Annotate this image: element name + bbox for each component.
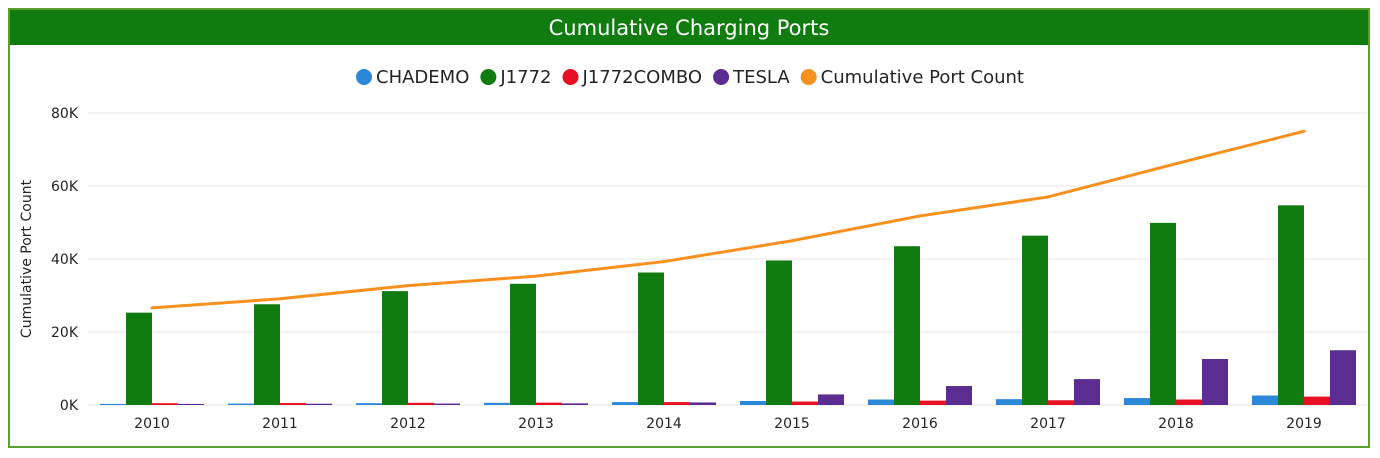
bar-chademo <box>228 403 254 405</box>
x-tick-label: 2012 <box>390 416 426 432</box>
x-tick-label: 2011 <box>262 416 298 432</box>
y-tick-label: 40K <box>51 252 79 268</box>
line-point <box>662 260 666 264</box>
line-point <box>790 239 794 243</box>
legend-marker <box>800 69 817 85</box>
bar-tesla <box>818 394 844 405</box>
legend-item[interactable]: Cumulative Port Count <box>800 67 1024 88</box>
line-point <box>406 284 410 288</box>
bar-chademo <box>740 400 766 405</box>
bar-j1772 <box>1278 205 1304 405</box>
x-tick-label: 2013 <box>518 416 554 432</box>
bar-tesla <box>1202 359 1228 405</box>
x-tick-label: 2017 <box>1030 416 1066 432</box>
bar-j1772combo <box>792 401 818 405</box>
bar-chademo <box>356 403 382 405</box>
bar-j1772combo <box>280 402 306 405</box>
line-point <box>278 297 282 301</box>
y-tick-label: 60K <box>51 179 79 195</box>
line-point <box>150 306 154 310</box>
y-tick-label: 0K <box>60 398 79 414</box>
line-point <box>1174 162 1178 166</box>
legend-marker <box>562 69 579 85</box>
y-tick-label: 20K <box>51 325 79 341</box>
bar-j1772 <box>638 272 664 405</box>
bar-j1772combo <box>152 403 178 405</box>
line-point <box>1302 129 1306 133</box>
bar-j1772 <box>510 283 536 405</box>
bar-tesla <box>434 403 460 405</box>
bar-j1772combo <box>664 402 690 405</box>
bar-j1772 <box>382 291 408 405</box>
legend-item[interactable]: J1772COMBO <box>562 67 703 88</box>
bar-tesla <box>178 403 204 405</box>
chart-title: Cumulative Charging Ports <box>548 15 830 40</box>
bar-j1772 <box>1150 222 1176 405</box>
bar-j1772 <box>254 304 280 405</box>
bar-j1772combo <box>920 400 946 405</box>
bar-tesla <box>306 403 332 405</box>
bar-j1772 <box>1022 235 1048 405</box>
series-line-cumulative-port-count <box>151 129 1305 310</box>
legend-label: CHADEMO <box>376 67 469 88</box>
bar-chademo <box>612 402 638 405</box>
bar-tesla <box>1074 379 1100 405</box>
bar-tesla <box>690 402 716 405</box>
legend-label: TESLA <box>732 67 790 88</box>
bar-j1772 <box>894 246 920 405</box>
bar-tesla <box>562 403 588 405</box>
legend-label: J1772 <box>499 67 551 88</box>
bar-chademo <box>996 399 1022 405</box>
legend-item[interactable]: CHADEMO <box>356 67 469 88</box>
bar-j1772combo <box>408 402 434 405</box>
y-axis-title: Cumulative Port Count <box>19 179 35 338</box>
y-tick-label: 80K <box>51 106 79 122</box>
bar-j1772 <box>766 260 792 405</box>
legend-marker <box>480 69 497 85</box>
bar-tesla <box>946 386 972 405</box>
line-point <box>918 214 922 218</box>
bar-j1772combo <box>1048 400 1074 405</box>
bar-j1772combo <box>536 402 562 405</box>
x-tick-label: 2010 <box>134 416 170 432</box>
bar-chademo <box>1252 395 1278 405</box>
bar-j1772 <box>126 312 152 405</box>
bar-j1772combo <box>1304 396 1330 405</box>
legend-label: J1772COMBO <box>582 67 703 88</box>
bar-chademo <box>484 402 510 405</box>
bar-j1772combo <box>1176 399 1202 405</box>
x-tick-label: 2018 <box>1158 416 1194 432</box>
line-point <box>534 274 538 278</box>
bar-tesla <box>1330 350 1356 405</box>
bar-chademo <box>868 399 894 405</box>
line-point <box>1046 195 1050 199</box>
bar-chademo <box>100 403 126 405</box>
x-tick-label: 2016 <box>902 416 938 432</box>
x-tick-label: 2019 <box>1286 416 1322 432</box>
x-tick-label: 2015 <box>774 416 810 432</box>
legend-item[interactable]: TESLA <box>713 67 790 88</box>
legend-label: Cumulative Port Count <box>821 67 1024 88</box>
legend-marker <box>713 69 730 85</box>
legend-item[interactable]: J1772 <box>480 67 552 88</box>
bar-chademo <box>1124 398 1150 405</box>
chart-title-bar: Cumulative Charging Ports <box>10 10 1368 45</box>
chart-frame <box>8 8 1370 448</box>
x-tick-label: 2014 <box>646 416 682 432</box>
legend-marker <box>356 69 373 85</box>
